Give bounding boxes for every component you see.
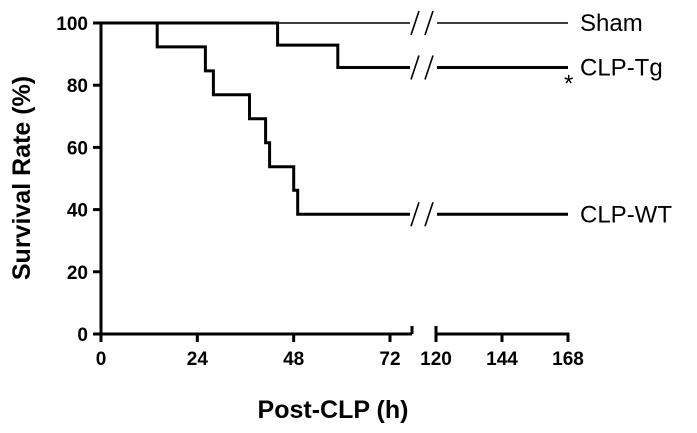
x-tick-label: 0 [96, 349, 107, 370]
y-tick-label: 40 [67, 201, 88, 222]
y-tick-label: 80 [67, 76, 88, 97]
y-tick-label: 0 [77, 325, 88, 346]
x-tick-label: 24 [187, 349, 209, 370]
x-tick-label: 72 [379, 349, 400, 370]
axis-break-mark [410, 10, 420, 36]
axis-break-mark [424, 10, 434, 36]
axis-break-mark [424, 55, 434, 80]
y-axis-title: Survival Rate (%) [8, 76, 36, 280]
series-label: Sham [580, 10, 643, 37]
chart-series [101, 10, 568, 227]
axis-break-mark [410, 55, 420, 80]
y-tick-label: 100 [56, 14, 88, 35]
chart-labels: Sham CLP-Tg CLP-WT * [564, 10, 672, 228]
series-line [101, 21, 568, 69]
series-line [101, 21, 568, 216]
axis-break-mark [410, 202, 420, 227]
series-label: CLP-WT [580, 201, 672, 228]
significance-marker: * [564, 70, 573, 97]
x-tick-label: 144 [486, 349, 518, 370]
x-tick-label: 48 [283, 349, 304, 370]
chart-axes: 0 20 40 60 80 100 0 24 48 72 120 144 168 [56, 14, 584, 370]
y-tick-label: 60 [67, 138, 88, 159]
x-axis-title: Post-CLP (h) [258, 396, 409, 424]
axis-break-mark [424, 202, 434, 227]
x-tick-label: 168 [552, 349, 584, 370]
y-tick-label: 20 [67, 263, 88, 284]
series-label: CLP-Tg [580, 54, 663, 81]
x-tick-label: 120 [420, 349, 452, 370]
